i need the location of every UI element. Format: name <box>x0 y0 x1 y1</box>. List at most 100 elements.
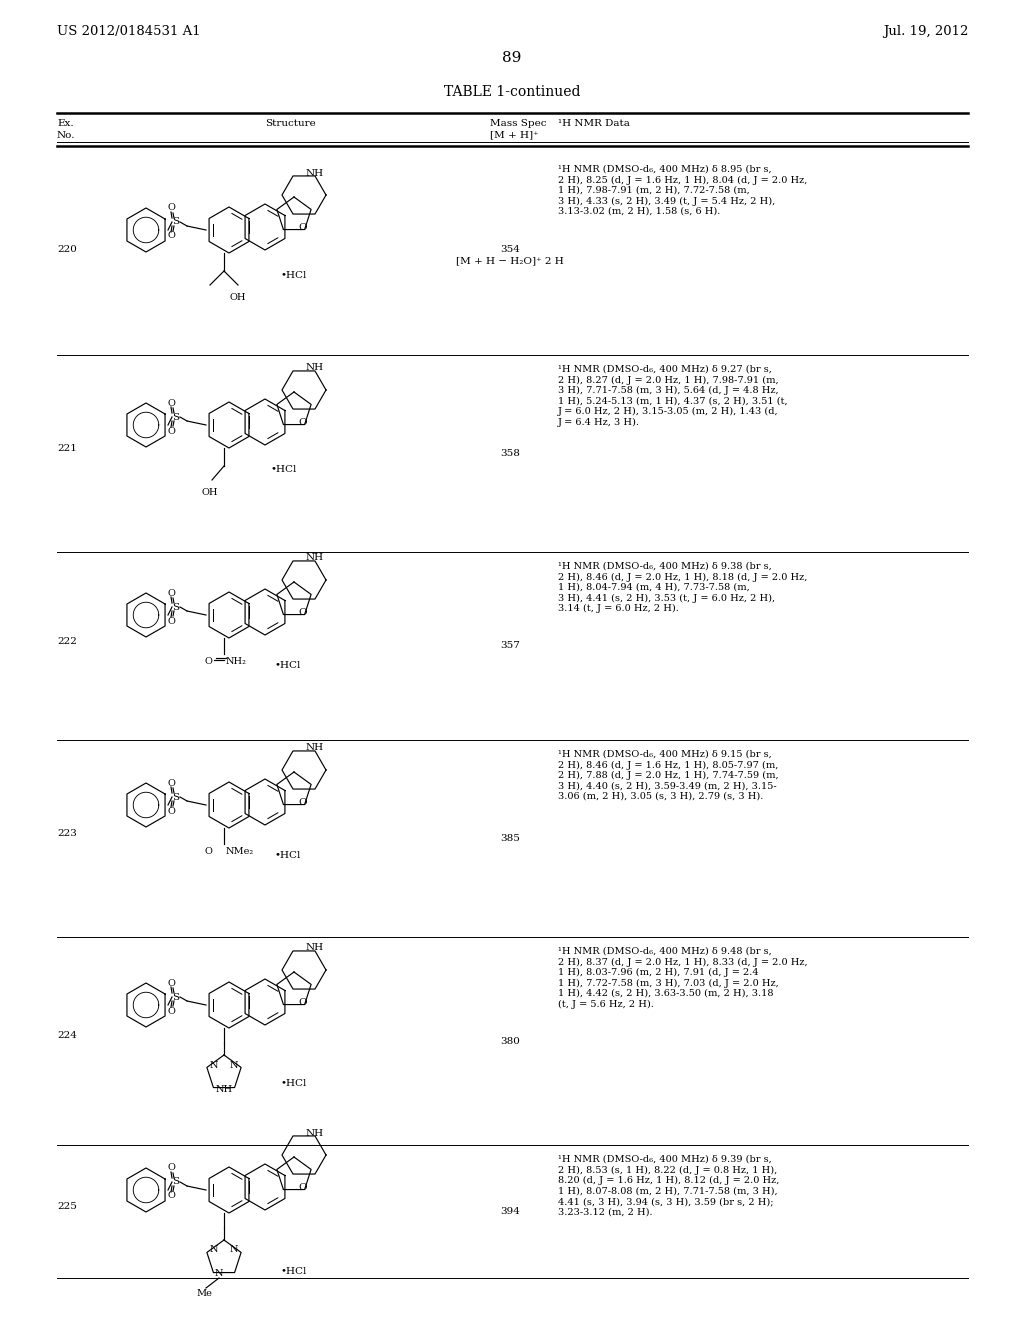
Text: J = 6.4 Hz, 3 H).: J = 6.4 Hz, 3 H). <box>558 417 640 426</box>
Text: TABLE 1-continued: TABLE 1-continued <box>443 84 581 99</box>
Text: NH: NH <box>306 553 324 562</box>
Text: ¹H NMR (DMSO-d₆, 400 MHz) δ 9.39 (br s,: ¹H NMR (DMSO-d₆, 400 MHz) δ 9.39 (br s, <box>558 1155 772 1164</box>
Text: O: O <box>299 1183 307 1192</box>
Text: NH: NH <box>215 1085 232 1093</box>
Text: 224: 224 <box>57 1031 77 1040</box>
Text: NH: NH <box>306 169 324 177</box>
Text: •HCl: •HCl <box>275 851 301 861</box>
Text: [M + H − H₂O]⁺ 2 H: [M + H − H₂O]⁺ 2 H <box>456 256 564 265</box>
Text: NH: NH <box>306 363 324 372</box>
Text: 4.41 (s, 3 H), 3.94 (s, 3 H), 3.59 (br s, 2 H);: 4.41 (s, 3 H), 3.94 (s, 3 H), 3.59 (br s… <box>558 1197 773 1206</box>
Text: 2 H), 7.88 (d, J = 2.0 Hz, 1 H), 7.74-7.59 (m,: 2 H), 7.88 (d, J = 2.0 Hz, 1 H), 7.74-7.… <box>558 771 778 780</box>
Text: N: N <box>229 1060 239 1069</box>
Text: O: O <box>167 1192 175 1200</box>
Text: 3 H), 4.40 (s, 2 H), 3.59-3.49 (m, 2 H), 3.15-: 3 H), 4.40 (s, 2 H), 3.59-3.49 (m, 2 H),… <box>558 781 776 791</box>
Text: O: O <box>167 807 175 816</box>
Text: [M + H]⁺: [M + H]⁺ <box>490 131 539 140</box>
Text: 357: 357 <box>500 642 520 651</box>
Text: ¹H NMR (DMSO-d₆, 400 MHz) δ 9.38 (br s,: ¹H NMR (DMSO-d₆, 400 MHz) δ 9.38 (br s, <box>558 562 772 572</box>
Text: ¹H NMR (DMSO-d₆, 400 MHz) δ 9.27 (br s,: ¹H NMR (DMSO-d₆, 400 MHz) δ 9.27 (br s, <box>558 366 772 374</box>
Text: Jul. 19, 2012: Jul. 19, 2012 <box>883 25 968 38</box>
Text: •HCl: •HCl <box>270 466 296 474</box>
Text: O: O <box>167 589 175 598</box>
Text: 220: 220 <box>57 246 77 255</box>
Text: 3.06 (m, 2 H), 3.05 (s, 3 H), 2.79 (s, 3 H).: 3.06 (m, 2 H), 3.05 (s, 3 H), 2.79 (s, 3… <box>558 792 763 801</box>
Text: 1 H), 7.98-7.91 (m, 2 H), 7.72-7.58 (m,: 1 H), 7.98-7.91 (m, 2 H), 7.72-7.58 (m, <box>558 186 750 195</box>
Text: O: O <box>299 998 307 1007</box>
Text: 380: 380 <box>500 1036 520 1045</box>
Text: NH₂: NH₂ <box>226 657 247 667</box>
Text: 1 H), 8.03-7.96 (m, 2 H), 7.91 (d, J = 2.4: 1 H), 8.03-7.96 (m, 2 H), 7.91 (d, J = 2… <box>558 968 759 977</box>
Text: O: O <box>204 657 212 667</box>
Text: 2 H), 8.27 (d, J = 2.0 Hz, 1 H), 7.98-7.91 (m,: 2 H), 8.27 (d, J = 2.0 Hz, 1 H), 7.98-7.… <box>558 375 778 384</box>
Text: O: O <box>167 203 175 213</box>
Text: O: O <box>167 616 175 626</box>
Text: 3.14 (t, J = 6.0 Hz, 2 H).: 3.14 (t, J = 6.0 Hz, 2 H). <box>558 605 679 612</box>
Text: 223: 223 <box>57 829 77 838</box>
Text: Ex.: Ex. <box>57 120 74 128</box>
Text: J = 6.0 Hz, 2 H), 3.15-3.05 (m, 2 H), 1.43 (d,: J = 6.0 Hz, 2 H), 3.15-3.05 (m, 2 H), 1.… <box>558 407 778 416</box>
Text: O: O <box>167 399 175 408</box>
Text: Structure: Structure <box>264 120 315 128</box>
Text: 3 H), 4.33 (s, 2 H), 3.49 (t, J = 5.4 Hz, 2 H),: 3 H), 4.33 (s, 2 H), 3.49 (t, J = 5.4 Hz… <box>558 197 775 206</box>
Text: O: O <box>299 418 307 428</box>
Text: O: O <box>299 223 307 232</box>
Text: 394: 394 <box>500 1206 520 1216</box>
Text: O: O <box>299 609 307 618</box>
Text: ¹H NMR (DMSO-d₆, 400 MHz) δ 9.15 (br s,: ¹H NMR (DMSO-d₆, 400 MHz) δ 9.15 (br s, <box>558 750 772 759</box>
Text: O: O <box>167 779 175 788</box>
Text: (t, J = 5.6 Hz, 2 H).: (t, J = 5.6 Hz, 2 H). <box>558 999 654 1008</box>
Text: •HCl: •HCl <box>275 661 301 671</box>
Text: ¹H NMR (DMSO-d₆, 400 MHz) δ 8.95 (br s,: ¹H NMR (DMSO-d₆, 400 MHz) δ 8.95 (br s, <box>558 165 772 174</box>
Text: Mass Spec: Mass Spec <box>490 120 547 128</box>
Text: •HCl: •HCl <box>280 1078 306 1088</box>
Text: S: S <box>172 1177 179 1187</box>
Text: N: N <box>215 1270 223 1279</box>
Text: 1 H), 8.04-7.94 (m, 4 H), 7.73-7.58 (m,: 1 H), 8.04-7.94 (m, 4 H), 7.73-7.58 (m, <box>558 583 750 591</box>
Text: 221: 221 <box>57 444 77 453</box>
Text: 1 H), 7.72-7.58 (m, 3 H), 7.03 (d, J = 2.0 Hz,: 1 H), 7.72-7.58 (m, 3 H), 7.03 (d, J = 2… <box>558 978 778 987</box>
Text: 1 H), 8.07-8.08 (m, 2 H), 7.71-7.58 (m, 3 H),: 1 H), 8.07-8.08 (m, 2 H), 7.71-7.58 (m, … <box>558 1187 777 1196</box>
Text: O: O <box>167 1163 175 1172</box>
Text: NH: NH <box>306 1129 324 1138</box>
Text: 2 H), 8.37 (d, J = 2.0 Hz, 1 H), 8.33 (d, J = 2.0 Hz,: 2 H), 8.37 (d, J = 2.0 Hz, 1 H), 8.33 (d… <box>558 957 808 966</box>
Text: O: O <box>167 231 175 240</box>
Text: NH: NH <box>306 743 324 752</box>
Text: O: O <box>204 847 212 857</box>
Text: 3 H), 7.71-7.58 (m, 3 H), 5.64 (d, J = 4.8 Hz,: 3 H), 7.71-7.58 (m, 3 H), 5.64 (d, J = 4… <box>558 385 778 395</box>
Text: 225: 225 <box>57 1203 77 1210</box>
Text: ¹H NMR (DMSO-d₆, 400 MHz) δ 9.48 (br s,: ¹H NMR (DMSO-d₆, 400 MHz) δ 9.48 (br s, <box>558 946 772 956</box>
Text: O: O <box>167 978 175 987</box>
Text: 1 H), 5.24-5.13 (m, 1 H), 4.37 (s, 2 H), 3.51 (t,: 1 H), 5.24-5.13 (m, 1 H), 4.37 (s, 2 H),… <box>558 396 787 405</box>
Text: ¹H NMR Data: ¹H NMR Data <box>558 120 630 128</box>
Text: 385: 385 <box>500 834 520 843</box>
Text: S: S <box>172 412 179 421</box>
Text: •HCl: •HCl <box>280 1266 306 1275</box>
Text: OH: OH <box>202 488 218 498</box>
Text: 354: 354 <box>500 244 520 253</box>
Text: 3.23-3.12 (m, 2 H).: 3.23-3.12 (m, 2 H). <box>558 1208 652 1217</box>
Text: US 2012/0184531 A1: US 2012/0184531 A1 <box>57 25 201 38</box>
Text: 89: 89 <box>503 51 521 65</box>
Text: S: S <box>172 218 179 227</box>
Text: S: S <box>172 993 179 1002</box>
Text: N: N <box>210 1246 218 1254</box>
Text: N: N <box>210 1060 218 1069</box>
Text: S: S <box>172 792 179 801</box>
Text: 2 H), 8.46 (d, J = 1.6 Hz, 1 H), 8.05-7.97 (m,: 2 H), 8.46 (d, J = 1.6 Hz, 1 H), 8.05-7.… <box>558 760 778 770</box>
Text: Me: Me <box>196 1290 212 1299</box>
Text: O: O <box>167 426 175 436</box>
Text: O: O <box>299 799 307 807</box>
Text: 1 H), 4.42 (s, 2 H), 3.63-3.50 (m, 2 H), 3.18: 1 H), 4.42 (s, 2 H), 3.63-3.50 (m, 2 H),… <box>558 989 773 998</box>
Text: 3.13-3.02 (m, 2 H), 1.58 (s, 6 H).: 3.13-3.02 (m, 2 H), 1.58 (s, 6 H). <box>558 207 720 216</box>
Text: 2 H), 8.46 (d, J = 2.0 Hz, 1 H), 8.18 (d, J = 2.0 Hz,: 2 H), 8.46 (d, J = 2.0 Hz, 1 H), 8.18 (d… <box>558 573 807 582</box>
Text: 2 H), 8.53 (s, 1 H), 8.22 (d, J = 0.8 Hz, 1 H),: 2 H), 8.53 (s, 1 H), 8.22 (d, J = 0.8 Hz… <box>558 1166 777 1175</box>
Text: •HCl: •HCl <box>280 271 306 280</box>
Text: 8.20 (d, J = 1.6 Hz, 1 H), 8.12 (d, J = 2.0 Hz,: 8.20 (d, J = 1.6 Hz, 1 H), 8.12 (d, J = … <box>558 1176 779 1185</box>
Text: S: S <box>172 602 179 611</box>
Text: OH: OH <box>229 293 246 302</box>
Text: NH: NH <box>306 944 324 953</box>
Text: N: N <box>229 1246 239 1254</box>
Text: No.: No. <box>57 131 76 140</box>
Text: O: O <box>167 1006 175 1015</box>
